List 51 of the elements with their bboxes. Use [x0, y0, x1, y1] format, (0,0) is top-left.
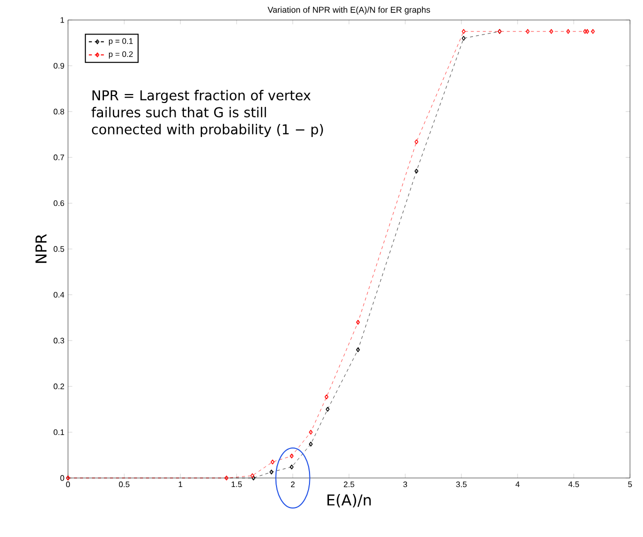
point — [566, 29, 570, 34]
point — [250, 473, 254, 478]
x-tick-label: 1.5 — [232, 482, 242, 488]
legend-label: p = 0.1 — [108, 38, 133, 46]
point — [526, 29, 530, 34]
point — [308, 442, 313, 446]
point — [224, 476, 228, 480]
point — [585, 29, 590, 34]
point — [290, 454, 294, 458]
point — [462, 36, 466, 41]
x-axis-title: E(A)/n — [327, 494, 371, 508]
point — [549, 29, 554, 34]
y-tick-label: 0.6 — [54, 200, 64, 206]
chart-title: Variation of NPR with E(A)/N for ER graphs — [268, 6, 430, 14]
x-tick-label: 0 — [66, 482, 70, 488]
x-tick-label: 2.5 — [344, 482, 354, 488]
x-tick-label: 2 — [290, 482, 295, 488]
point — [462, 29, 466, 34]
y-tick-label: 0 — [60, 475, 64, 481]
y-tick-label: 0.3 — [54, 338, 64, 344]
y-tick-label: 0.4 — [54, 292, 64, 298]
point — [270, 470, 274, 474]
y-axis-title: NPR — [36, 234, 46, 263]
x-tick-label: 4 — [516, 482, 520, 488]
point — [326, 406, 330, 412]
point — [252, 476, 256, 480]
point — [591, 29, 595, 34]
point — [583, 29, 587, 34]
point — [324, 394, 328, 400]
point — [308, 430, 313, 435]
y-tick-label: 0.5 — [54, 246, 64, 252]
point — [356, 347, 360, 352]
annotation: NPR = Largest fraction of vertex failures such that G is still connected with probability (1 − p) — [92, 90, 323, 137]
x-tick-label: 1 — [178, 482, 182, 488]
x-tick-label: 0.5 — [118, 482, 130, 488]
y-tick-label: 0.8 — [54, 108, 64, 114]
x-tick-label: 4.5 — [568, 482, 580, 488]
y-tick-label: 0.2 — [54, 384, 64, 390]
point — [356, 320, 360, 325]
y-tick-label: 1 — [60, 17, 64, 23]
point — [270, 460, 274, 464]
y-tick-label: 0.1 — [54, 429, 64, 436]
legend-label: p = 0.2 — [108, 51, 133, 59]
x-tick-label: 5 — [628, 482, 632, 488]
y-tick-label: 0.7 — [54, 154, 64, 160]
point — [414, 168, 418, 174]
x-tick-label: 3.5 — [456, 482, 467, 488]
y-tick-label: 0.9 — [54, 62, 64, 69]
x-tick-label: 3 — [403, 482, 408, 488]
point — [414, 139, 418, 144]
point — [290, 464, 294, 470]
